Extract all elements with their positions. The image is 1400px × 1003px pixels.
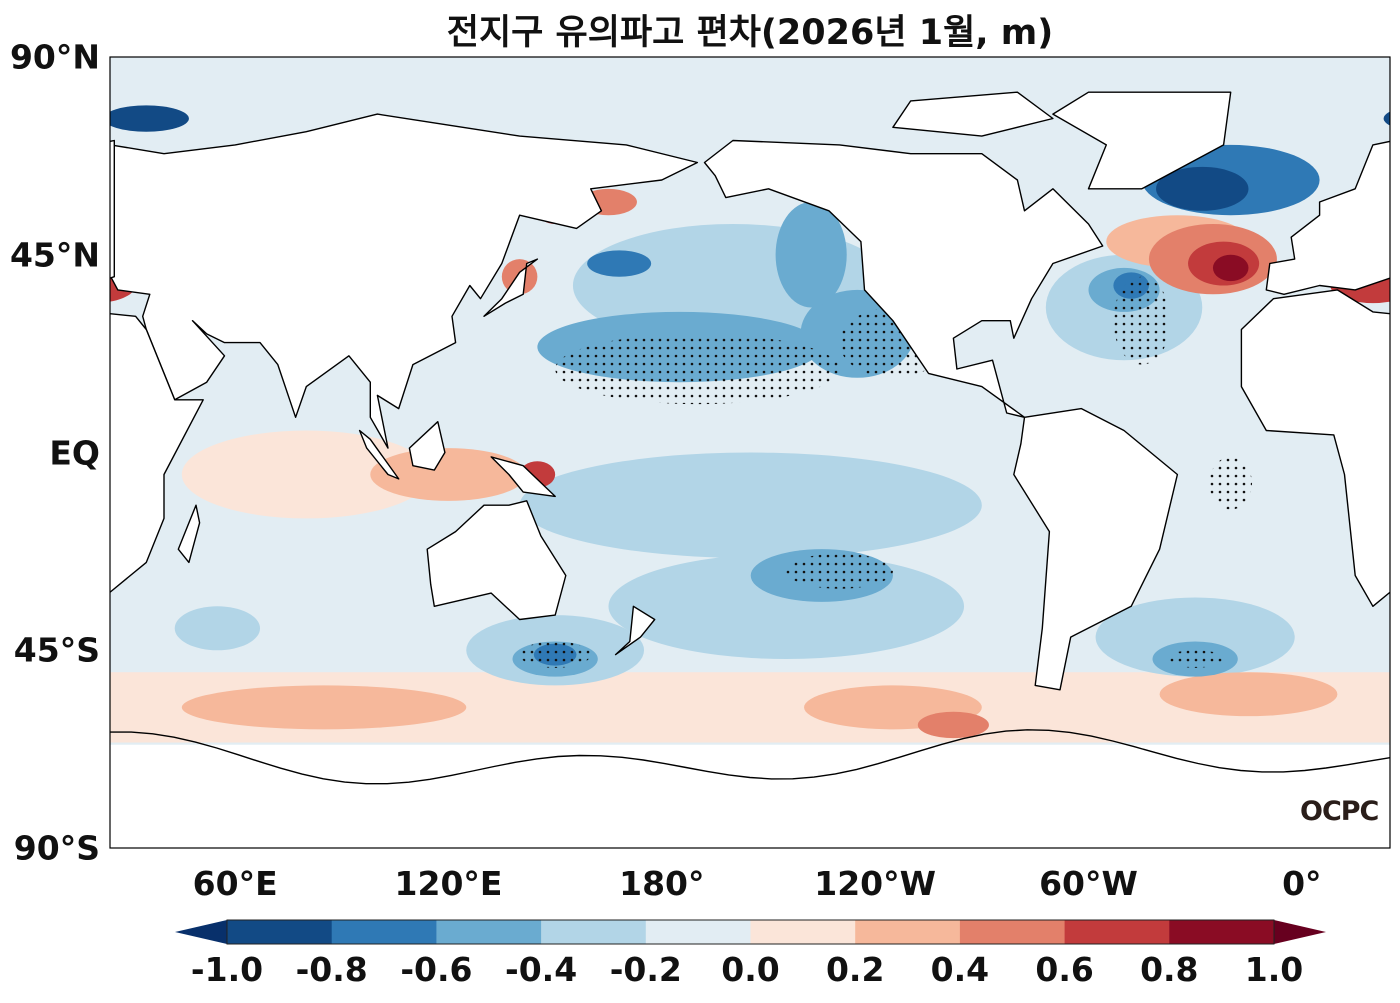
latitude-label: 90°S <box>13 828 100 868</box>
colorbar-segment <box>855 920 961 944</box>
stippled-region <box>786 553 893 589</box>
landmass-madagascar <box>177 504 201 564</box>
colorbar-tick-label: -0.6 <box>400 950 473 989</box>
colorbar-segment <box>645 920 751 944</box>
landmass-eurasia <box>1389 144 1390 277</box>
landmass-africa <box>110 312 204 594</box>
anomaly-region <box>1159 672 1338 717</box>
anomaly-region <box>1212 254 1249 282</box>
colorbar-segment <box>227 920 333 944</box>
anomaly-region <box>0 672 57 716</box>
ocpc-logo: OCPC <box>1300 796 1379 827</box>
landmass-north-america <box>703 139 1104 418</box>
latitude-label: 90°N <box>9 37 100 77</box>
stippled-region <box>1113 276 1171 365</box>
map-layers <box>0 57 1390 848</box>
colorbar-tick-label: 1.0 <box>1244 950 1304 989</box>
latitude-label: 45°N <box>9 235 100 275</box>
colorbar-frame <box>226 919 1275 945</box>
anomaly-region <box>0 145 40 215</box>
anomaly-region <box>587 250 652 277</box>
colorbar-tick-label: 0.0 <box>721 950 780 989</box>
colorbar-segment <box>541 920 647 944</box>
anomaly-region <box>181 430 431 519</box>
latitude-label: EQ <box>49 433 100 472</box>
antarctica-coastline <box>110 729 1390 785</box>
anomaly-region <box>1383 111 1390 126</box>
longitude-label: 120°E <box>394 864 503 903</box>
anomaly-region <box>0 598 15 677</box>
sea-ice-mask <box>110 744 1390 848</box>
anomaly-region <box>174 606 261 651</box>
stippled-region <box>555 333 840 405</box>
stippled-region <box>1209 456 1253 510</box>
longitude-label: 60°W <box>1039 864 1138 903</box>
stippled-region <box>519 641 591 668</box>
colorbar-tick-label: 0.2 <box>825 950 885 989</box>
landmass-japan <box>483 258 539 317</box>
anomaly-region <box>370 448 527 501</box>
anomaly-region <box>1095 597 1295 677</box>
longitude-label: 60°E <box>192 864 278 903</box>
colorbar-segment <box>750 920 856 944</box>
landmass-eurasia <box>110 113 699 449</box>
landmass-new-zealand <box>614 605 656 656</box>
colorbar-tick-label: 0.6 <box>1035 950 1094 989</box>
stippled-region <box>1166 650 1224 668</box>
latitude-label: 45°S <box>13 630 100 670</box>
landmass-europe <box>110 139 116 279</box>
longitude-label: 120°W <box>814 864 937 903</box>
colorbar-segment <box>1064 920 1170 944</box>
landmass-south-america <box>1013 407 1179 691</box>
landmass-new-guinea <box>490 456 556 498</box>
map-frame <box>109 56 1391 849</box>
anomaly-region <box>917 711 989 739</box>
landmass-africa <box>1240 289 1390 607</box>
anomaly-region <box>775 202 847 308</box>
landmass-sumatra <box>358 429 400 480</box>
map-title: 전지구 유의파고 편차(2026년 1월, m) <box>446 13 1054 53</box>
colorbar-segment <box>1169 920 1275 944</box>
anomaly-region <box>1156 166 1249 211</box>
landmass-greenland <box>1052 91 1232 190</box>
colorbar-segment <box>959 920 1066 944</box>
landmass-arctic-islands <box>892 91 1054 137</box>
colorbar-extend-high <box>1274 920 1326 944</box>
anomaly-region <box>110 105 189 132</box>
colorbar-tick-label: 0.4 <box>930 950 990 989</box>
longitude-label: 180° <box>619 864 705 903</box>
landmass-europe <box>1265 140 1390 295</box>
landmass-australia <box>426 500 567 621</box>
colorbar-tick-label: 0.8 <box>1140 950 1199 989</box>
anomaly-region <box>519 452 982 558</box>
colorbar-tick-label: -1.0 <box>190 950 264 989</box>
colorbar-tick-label: -0.2 <box>609 950 682 989</box>
colorbar-extend-low <box>175 920 227 944</box>
longitude-label: 0° <box>1282 864 1322 903</box>
colorbar-tick-label: -0.8 <box>295 950 368 989</box>
landmass-borneo <box>408 421 446 471</box>
anomaly-region <box>181 685 467 730</box>
colorbar-segment <box>436 920 542 944</box>
colorbar-segment <box>331 920 437 944</box>
colorbar-tick-label: -0.4 <box>505 950 578 989</box>
